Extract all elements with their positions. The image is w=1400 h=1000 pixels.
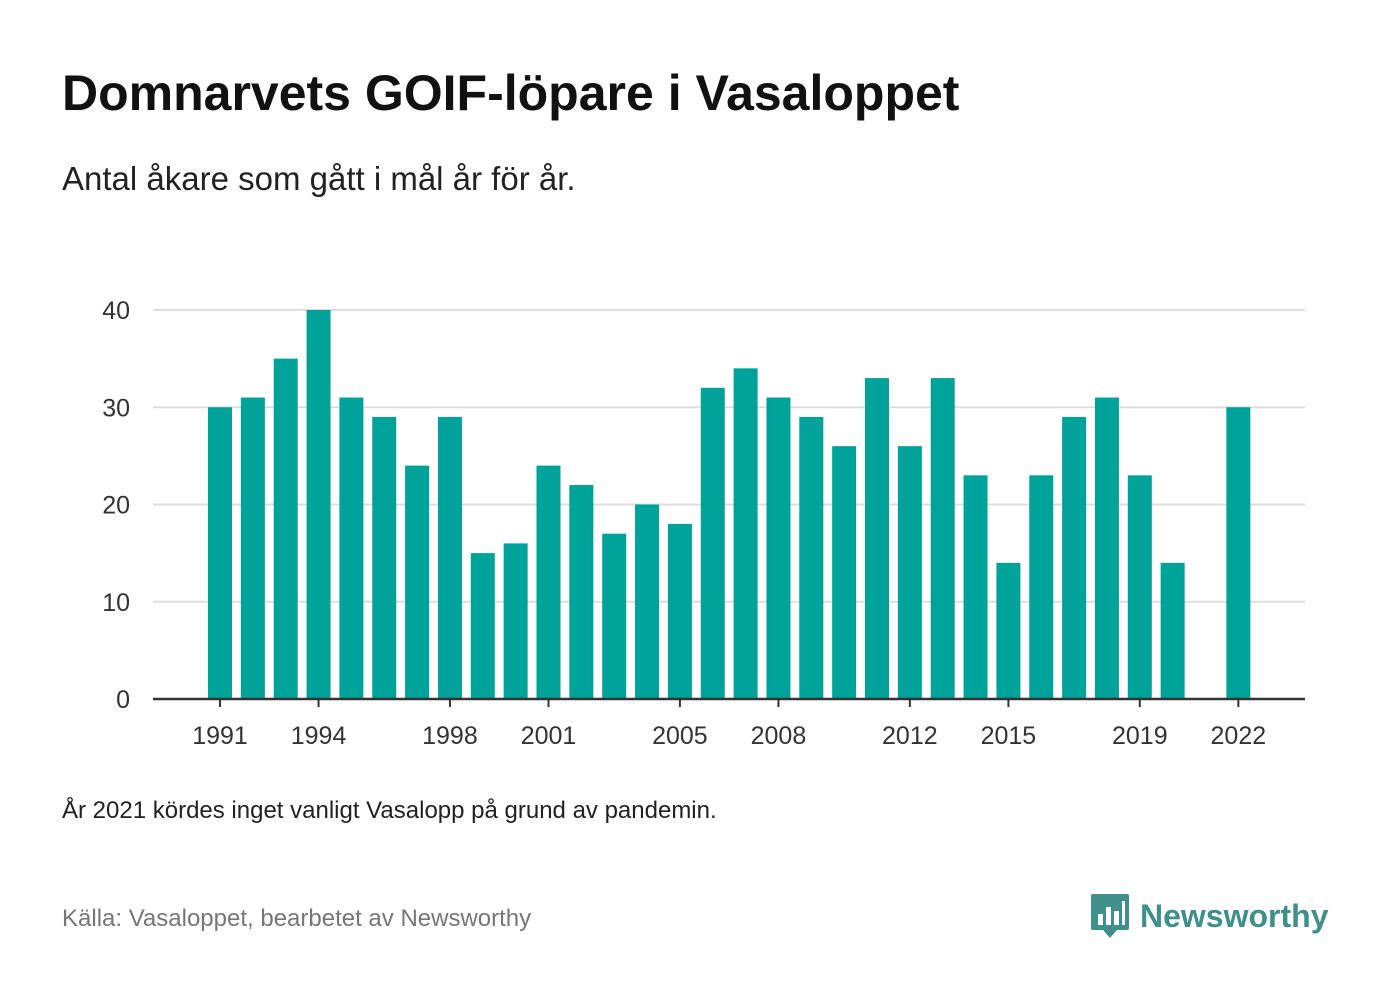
x-tick-label: 2005 [652,722,708,750]
bar-2016 [1029,475,1054,699]
x-tick-label: 1991 [192,722,248,750]
x-tick-label: 2012 [882,722,938,750]
bar-1999 [470,553,495,699]
bar-2001 [536,465,561,699]
logo-text: Newsworthy [1140,897,1329,934]
chart-title: Domnarvets GOIF-löpare i Vasaloppet [62,65,960,121]
bar-2017 [1062,416,1087,699]
bar-2009 [799,416,824,699]
chart-subtitle: Antal åkare som gått i mål år för år. [62,160,576,197]
bar-1995 [339,397,364,699]
bar-2020 [1160,562,1185,699]
bar-2000 [503,543,528,699]
axes: 0 10 20 30 40 1991 1994 1998 2001 2005 2008 2012 201… [102,297,1305,750]
y-tick-label: 30 [102,394,130,422]
x-tick-label: 2008 [751,722,807,750]
bar-2012 [897,446,922,699]
bar-2004 [635,504,660,699]
y-tick-label: 0 [116,686,130,714]
x-tick-label: 2019 [1112,722,1168,750]
chart-note: År 2021 kördes inget vanligt Vasalopp på… [62,797,717,824]
bar-2006 [700,387,725,699]
y-tick-label: 20 [102,492,130,520]
bar-2008 [766,397,791,699]
newsworthy-logo: Newsworthy [1090,892,1328,940]
bar-2005 [667,523,692,699]
x-tick-label: 2015 [981,722,1037,750]
bar-chart: 0 10 20 30 40 1991 1994 1998 2001 2005 2008 2012 201… [102,297,1305,750]
y-tick-label: 40 [102,297,130,325]
bar-2022 [1226,407,1251,699]
bar-1998 [437,416,462,699]
bar-2002 [569,485,594,699]
y-tick-label: 10 [102,589,130,617]
bar-1994 [306,310,331,699]
bar-2010 [832,446,857,699]
x-tick-label: 2001 [521,722,577,750]
bar-1992 [240,397,265,699]
bar-2015 [996,562,1021,699]
bar-1993 [273,358,298,699]
bar-2003 [602,533,627,699]
bar-2007 [733,368,758,699]
bars [208,310,1251,699]
x-tick-label: 1998 [422,722,478,750]
bar-1997 [405,465,430,699]
bar-1996 [372,416,397,699]
source-credit: Källa: Vasaloppet, bearbetet av Newswort… [62,905,532,932]
bar-2014 [963,475,988,699]
bar-2019 [1127,475,1152,699]
bar-2011 [865,378,889,699]
bar-1991 [208,407,232,699]
x-tick-label: 2022 [1211,722,1267,750]
x-tick-label: 1994 [291,722,347,750]
bar-2018 [1094,397,1119,699]
bar-2013 [930,378,955,699]
newsworthy-chart-logo-icon [1091,894,1129,938]
